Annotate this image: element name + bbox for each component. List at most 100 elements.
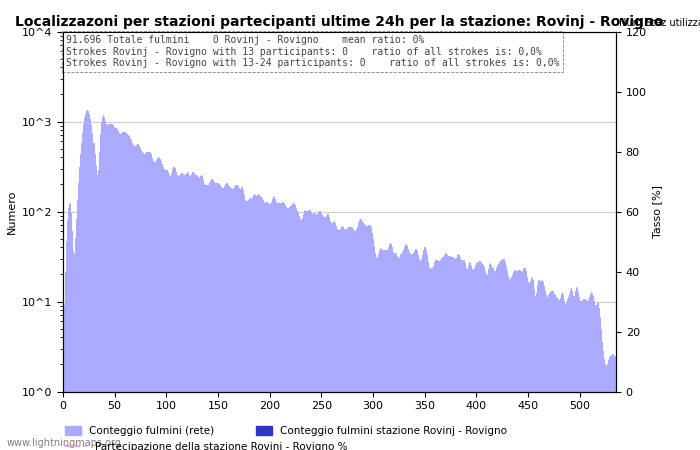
Bar [84,118,85,450]
Bar [294,203,295,450]
Bar [438,261,439,450]
Bar [361,220,362,450]
Bar [261,198,262,450]
Bar [102,117,103,450]
Bar [504,260,505,450]
Bar [440,260,441,450]
Bar [222,188,223,450]
Bar [433,262,435,450]
Bar [459,255,461,450]
Bar [388,247,389,450]
Bar [350,227,351,450]
Bar [166,170,167,450]
Bar [123,132,125,450]
Bar [467,269,468,450]
Bar [584,299,585,450]
Bar [342,227,344,450]
Bar [563,295,564,450]
Bar [378,254,379,450]
Bar [411,254,412,450]
Bar [190,174,192,450]
Bar [239,188,240,450]
Bar [186,172,188,450]
Bar [208,185,209,450]
Bar [297,211,298,450]
Bar [595,305,596,450]
Bar [485,271,486,450]
Bar [604,359,605,450]
Bar [570,290,571,450]
Bar [259,195,260,450]
Bar [358,223,359,450]
Y-axis label: Numero: Numero [6,189,17,234]
Bar [330,221,331,450]
Bar [450,256,451,450]
Bar [466,268,467,450]
Bar [253,194,255,450]
Bar [400,254,402,450]
Bar [229,186,230,450]
Bar [324,216,325,450]
Bar [203,180,204,450]
Bar [582,300,583,450]
Bar [265,202,266,450]
Bar [591,292,592,450]
Bar [277,203,279,450]
Bar [309,210,311,450]
Bar [73,251,74,450]
Bar [303,214,304,450]
Bar [469,262,470,450]
Bar [173,167,174,450]
Bar [531,278,532,450]
Bar [548,295,550,450]
Bar [615,356,617,450]
Bar [539,280,540,450]
Bar [349,227,350,450]
Bar [218,184,220,450]
Bar [258,194,259,450]
Bar [365,225,366,450]
Bar [223,188,224,450]
Bar [92,133,94,450]
Bar [256,196,257,450]
Bar [137,144,138,450]
Bar [226,183,227,450]
Bar [420,261,421,450]
Bar [458,254,459,450]
Bar [210,180,211,450]
Bar [390,243,391,450]
Bar [413,253,414,450]
Bar [597,303,598,450]
Bar [99,134,101,450]
Bar [379,250,380,450]
Bar [377,258,378,450]
Bar [550,292,552,450]
Bar [283,202,284,450]
Bar [580,301,582,450]
Bar [451,256,452,450]
Legend: Conteggio fulmini (rete), Conteggio fulmini stazione Rovinj - Rovigno: Conteggio fulmini (rete), Conteggio fulm… [61,422,511,440]
Bar [470,263,471,450]
Bar [575,291,576,450]
Bar [465,263,466,450]
Bar [118,131,119,450]
Bar [204,184,205,450]
Bar [526,277,528,450]
Bar [355,231,356,450]
Bar [81,143,82,450]
Bar [381,249,382,450]
Bar [583,299,584,450]
Bar [518,270,519,450]
Bar [524,268,526,450]
Bar [444,255,445,450]
Bar [147,152,148,450]
Bar [321,213,322,450]
Bar [108,124,109,450]
Bar [354,231,355,450]
Bar [224,186,225,450]
Bar [419,259,420,450]
Bar [446,253,447,450]
Bar [172,169,173,450]
Bar [441,258,442,450]
Bar [439,261,440,450]
